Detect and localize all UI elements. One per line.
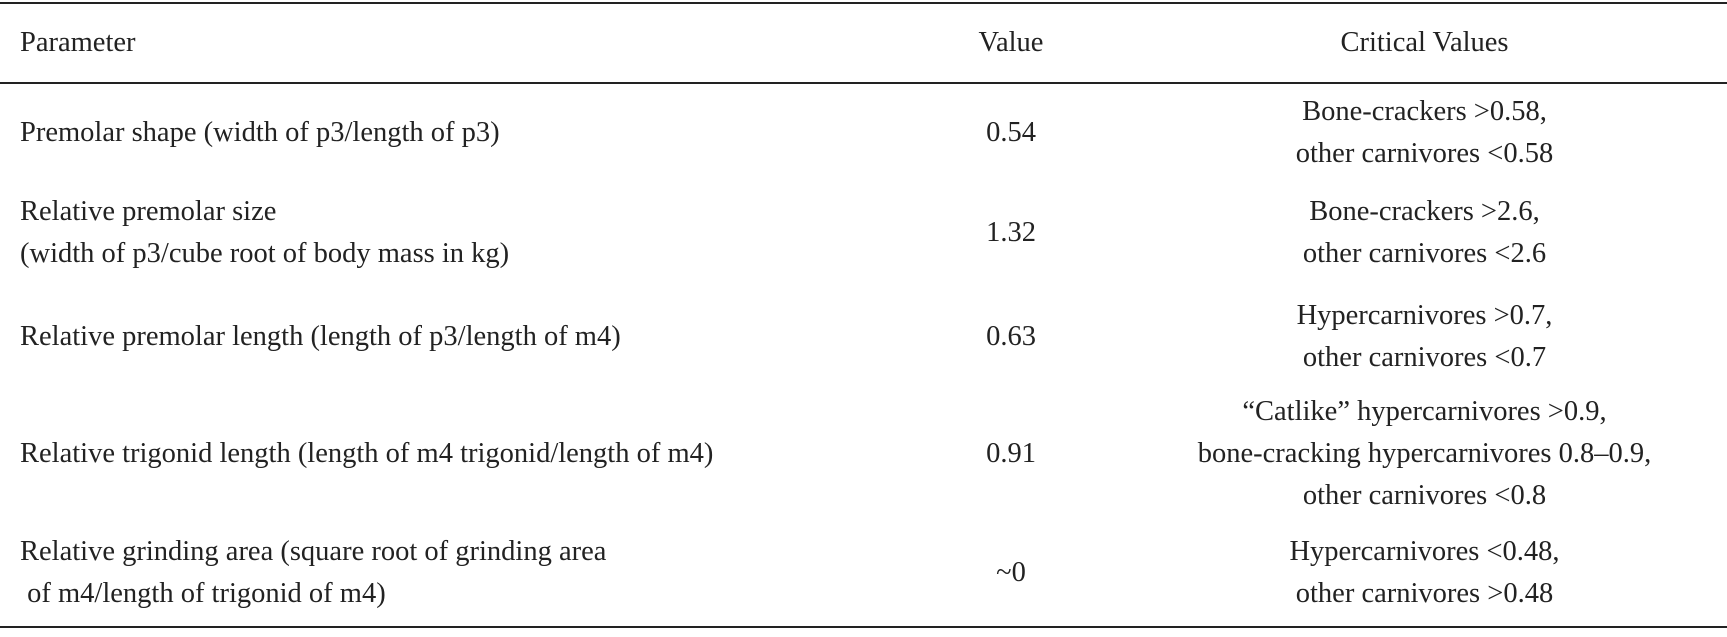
table-row: Relative grinding area (square root of g… <box>0 519 1727 627</box>
cell-line: Relative premolar length (length of p3/l… <box>20 321 621 352</box>
table-cell: Relative trigonid length (length of m4 t… <box>0 389 900 519</box>
header-row: Parameter Value Critical Values <box>0 3 1727 83</box>
table-cell: 1.32 <box>900 181 1122 285</box>
cell-line: Relative trigonid length (length of m4 t… <box>20 438 714 469</box>
table-cell: Bone-crackers >0.58, other carnivores <0.… <box>1122 83 1727 181</box>
cell-line: Bone-crackers >0.58, <box>1302 95 1547 127</box>
table-cell: Hypercarnivores >0.7, other carnivores <0… <box>1122 285 1727 389</box>
cell-line: of m4/length of trigonid of m4) <box>20 577 386 609</box>
table-cell: ~0 <box>900 519 1122 627</box>
header-cell: Value <box>978 27 1044 58</box>
table-cell: Bone-crackers >2.6, other carnivores <2.6 <box>1122 181 1727 285</box>
table-cell: “Catlike” hypercarnivores >0.9, bone-crac… <box>1122 389 1727 519</box>
table-cell: 0.54 <box>900 83 1122 181</box>
cell-line: other carnivores <2.6 <box>1302 238 1547 269</box>
cell-line: Hypercarnivores >0.7, <box>1296 300 1553 331</box>
table-body: Premolar shape (width of p3/length of p3… <box>0 83 1727 627</box>
table-row: Relative trigonid length (length of m4 t… <box>0 389 1727 519</box>
table-cell: Relative grinding area (square root of g… <box>0 519 900 627</box>
table-cell: 0.91 <box>900 389 1122 519</box>
cell-line: other carnivores >0.48 <box>1295 577 1554 609</box>
cell-line: 0.91 <box>986 438 1036 469</box>
cell-line: Relative grinding area (square root of g… <box>20 535 607 567</box>
cell-line: (width of p3/cube root of body mass in k… <box>20 238 510 269</box>
table-cell: Relative premolar length (length of p3/l… <box>0 285 900 389</box>
cell-line: 0.54 <box>986 116 1036 148</box>
cell-line: Relative premolar size <box>20 196 277 227</box>
cell-line: other carnivores <0.58 <box>1295 137 1554 169</box>
cell-line: bone-cracking hypercarnivores 0.8–0.9, <box>1197 438 1652 469</box>
cell-line: “Catlike” hypercarnivores >0.9, <box>1242 396 1607 427</box>
cell-line: ~0 <box>996 556 1026 588</box>
table-cell: Premolar shape (width of p3/length of p3… <box>0 83 900 181</box>
cell-line: Premolar shape (width of p3/length of p3… <box>20 116 500 148</box>
table-row: Premolar shape (width of p3/length of p3… <box>0 83 1727 181</box>
header-cell: Critical Values <box>1340 27 1509 58</box>
cell-line: other carnivores <0.7 <box>1302 342 1547 373</box>
cell-line: other carnivores <0.8 <box>1302 480 1547 511</box>
table-header: Parameter Value Critical Values <box>0 3 1727 83</box>
cell-line: 0.63 <box>986 321 1036 352</box>
header-cell: Parameter <box>20 27 136 58</box>
cell-line: 1.32 <box>986 217 1036 248</box>
table-cell: 0.63 <box>900 285 1122 389</box>
table-row: Relative premolar length (length of p3/l… <box>0 285 1727 389</box>
table-cell: Relative premolar size (width of p3/cube … <box>0 181 900 285</box>
table-cell: Hypercarnivores <0.48, other carnivores >… <box>1122 519 1727 627</box>
cell-line: Hypercarnivores <0.48, <box>1289 535 1560 567</box>
table-row: Relative premolar size (width of p3/cube … <box>0 181 1727 285</box>
cell-line: Bone-crackers >2.6, <box>1309 196 1540 227</box>
